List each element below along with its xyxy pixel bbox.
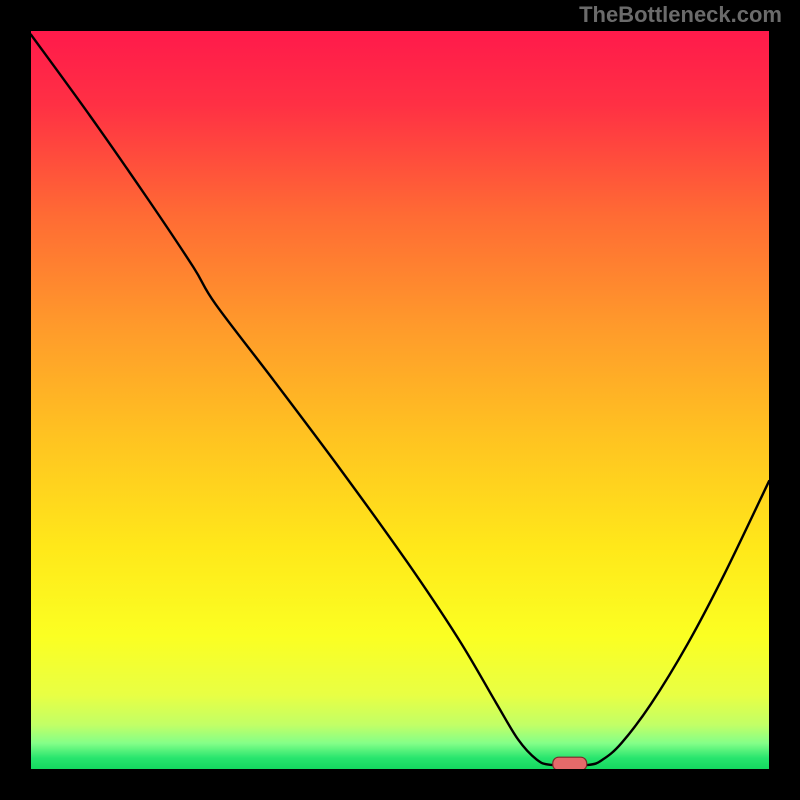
optimal-marker — [553, 757, 587, 769]
gradient-background — [31, 31, 769, 769]
attribution-label: TheBottleneck.com — [579, 2, 782, 28]
bottleneck-chart — [31, 31, 769, 769]
chart-svg — [31, 31, 769, 769]
chart-frame: TheBottleneck.com — [0, 0, 800, 800]
